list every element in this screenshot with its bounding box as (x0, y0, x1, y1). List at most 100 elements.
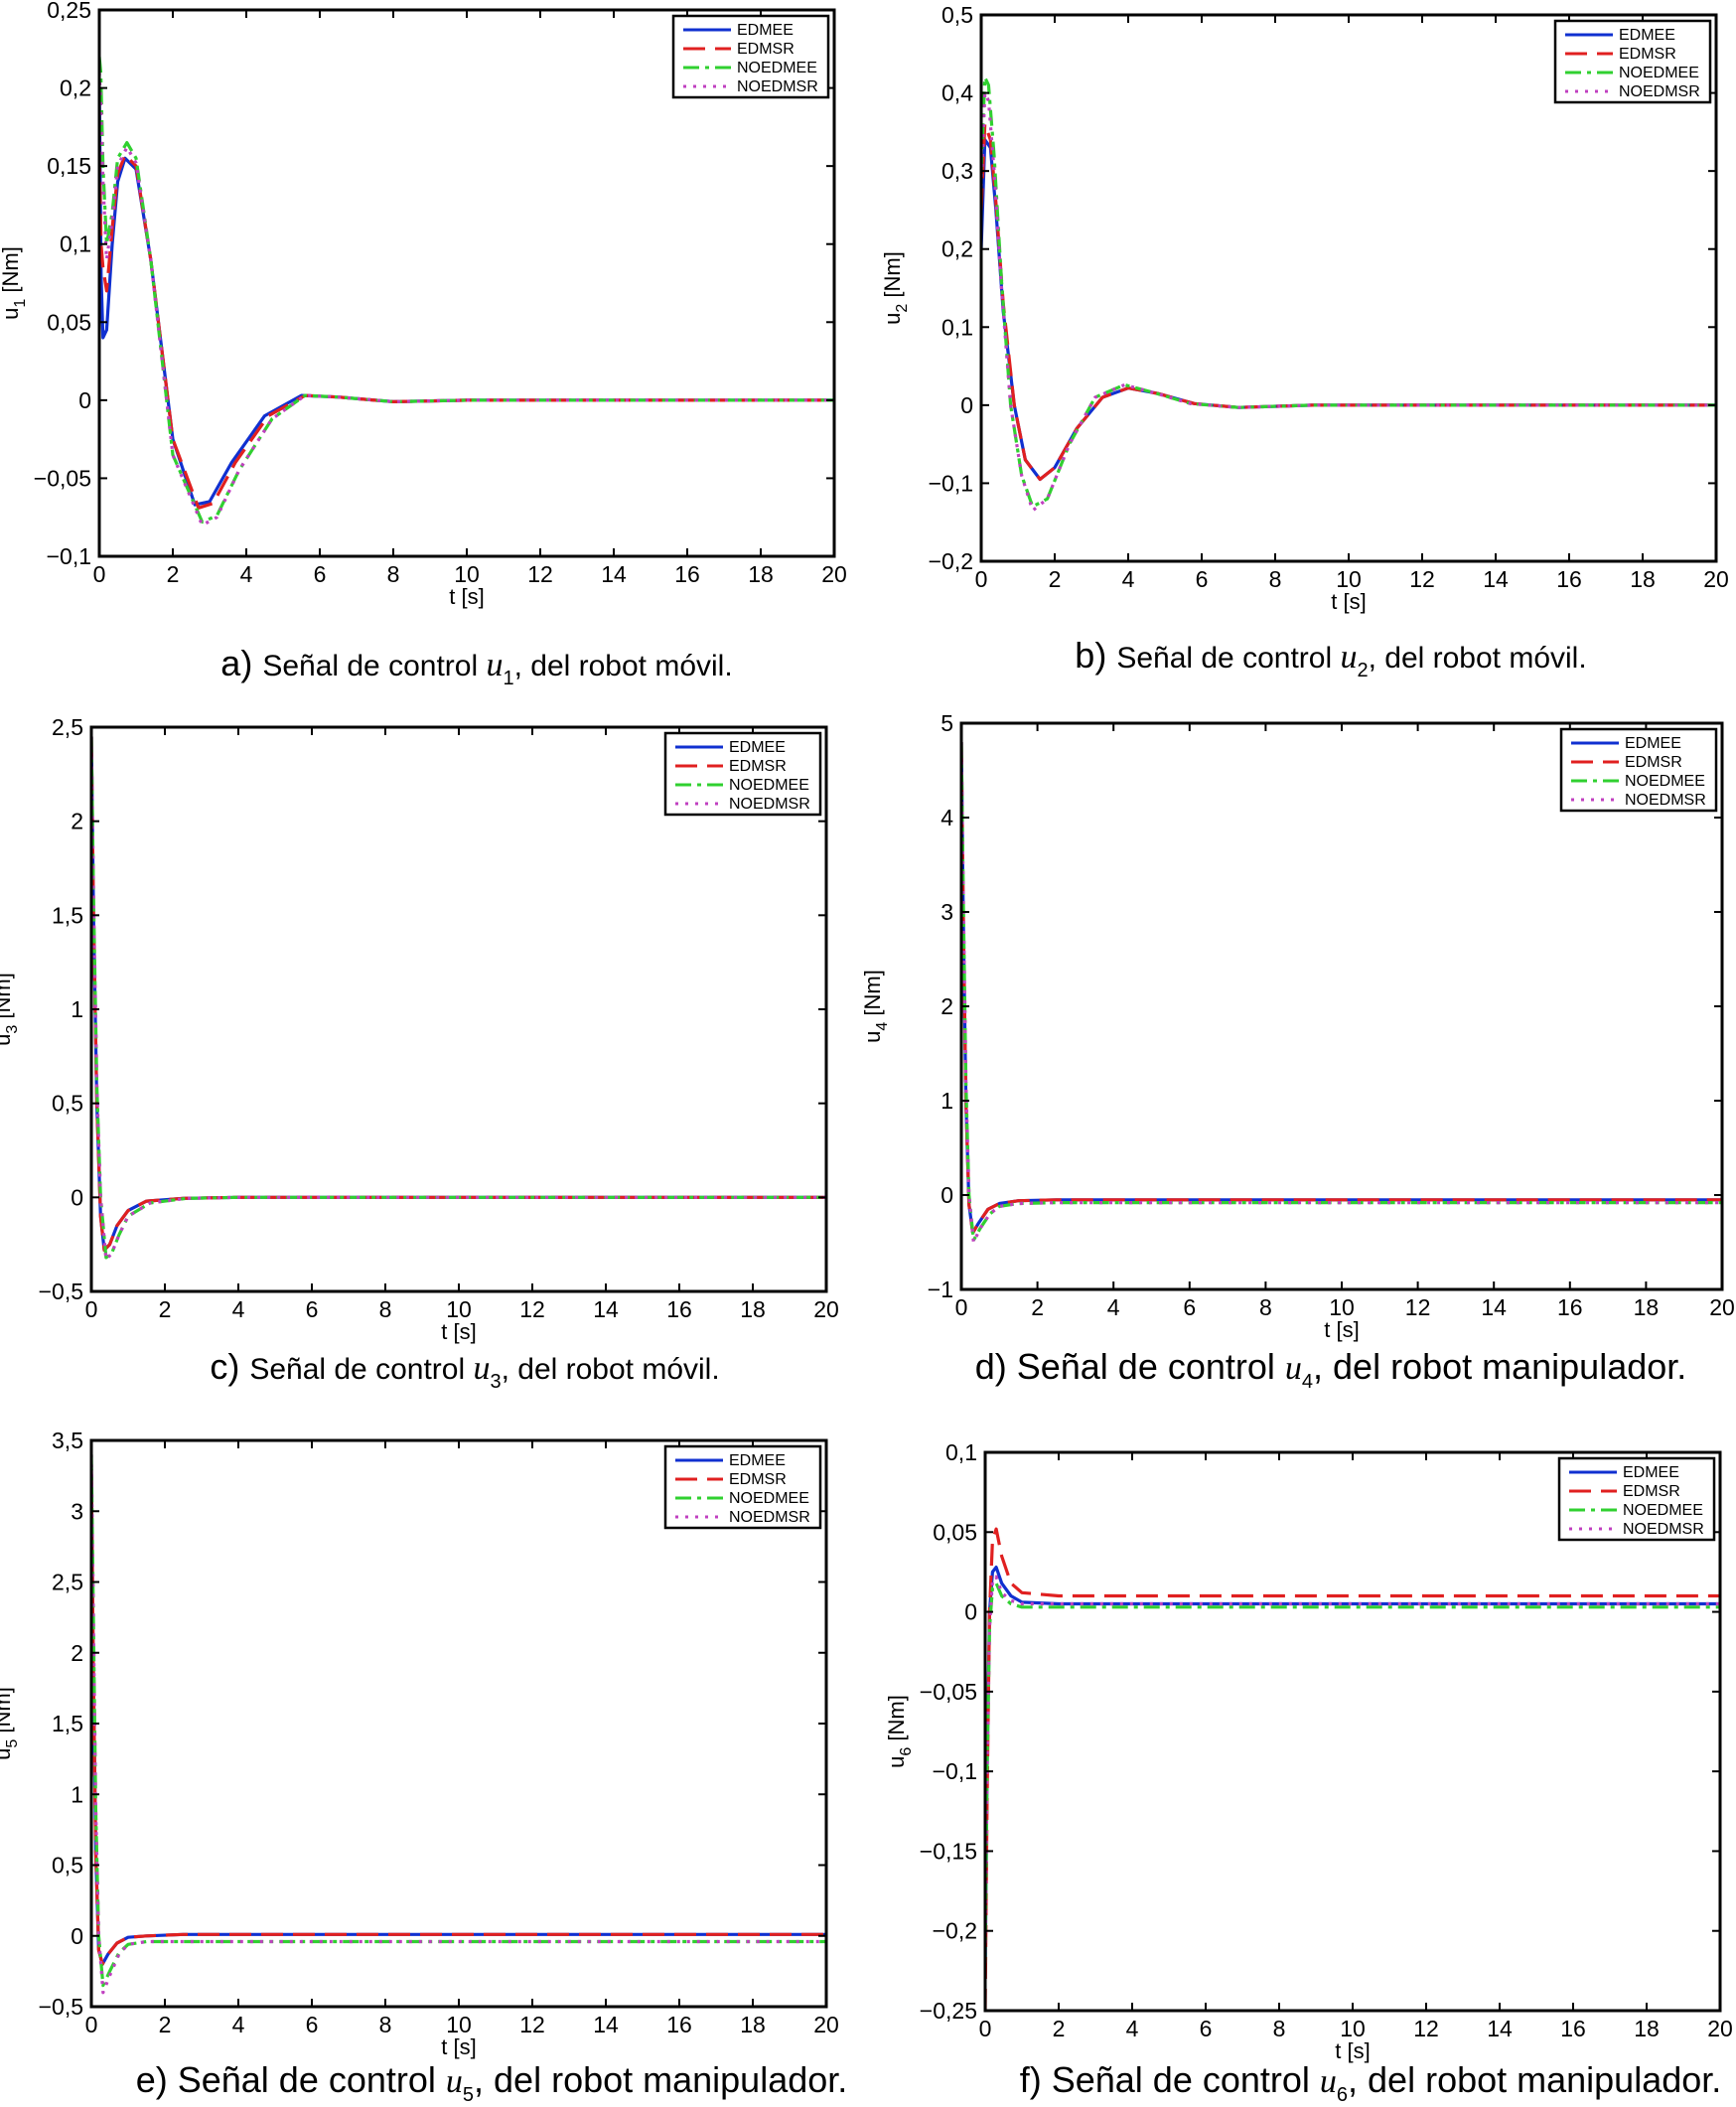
x-tick-label: 20 (813, 1296, 839, 1322)
x-tick-label: 2 (1053, 2016, 1066, 2041)
y-axis-label: u5 [Nm] (0, 1687, 21, 1760)
x-tick-label: 16 (674, 561, 700, 587)
x-tick-label: 6 (314, 561, 327, 587)
chart-panel-a: 0 2 4 6 8 10 12 14 16 18 20 −0,1 −0,05 0 0,05 0,1 0,15 0,… (0, 0, 847, 689)
x-tick-label: 0 (979, 2016, 992, 2041)
caption-b: b) Señal de control u2, del robot móvil. (1075, 635, 1586, 681)
x-axis-label: t [s] (1335, 2038, 1370, 2063)
x-tick-label: 8 (387, 561, 400, 587)
x-tick-label: 16 (1557, 1294, 1583, 1320)
series-line-noedmsr (985, 1575, 1720, 1963)
legend-label-edmsr: EDMSR (729, 1471, 787, 1488)
legend-label-edmee: EDMEE (1623, 1464, 1679, 1481)
legend-label-noedmee: NOEDMEE (737, 60, 817, 76)
legend-label-noedmsr: NOEDMSR (729, 1509, 810, 1526)
caption-e: e) Señal de control u5, del robot manipu… (136, 2059, 848, 2106)
y-tick-label: 0,5 (941, 2, 973, 28)
y-tick-label: 0,1 (945, 1439, 977, 1465)
legend-label-noedmsr: NOEDMSR (1625, 792, 1706, 809)
series-line-edmee (961, 741, 1722, 1235)
x-tick-label: 2 (159, 2012, 172, 2037)
y-tick-label: −0,05 (920, 1679, 977, 1705)
caption-a: a) Señal de control u1, del robot móvil. (220, 643, 732, 689)
legend-label-noedmsr: NOEDMSR (729, 796, 810, 813)
x-tick-label: 18 (1630, 566, 1656, 592)
chart-panel-e: 0 2 4 6 8 10 12 14 16 18 20−0,500,511,522,533,5t [… (0, 1428, 847, 2106)
legend-label-edmsr: EDMSR (1625, 754, 1682, 771)
legend-label-noedmee: NOEDMEE (1625, 773, 1705, 790)
y-tick-label: 0,15 (47, 153, 91, 179)
x-tick-label: 12 (1409, 566, 1435, 592)
y-tick-label: 3 (940, 899, 953, 925)
y-tick-label: 3 (71, 1498, 83, 1524)
y-tick-label: 1 (71, 1781, 83, 1807)
x-tick-label: 2 (159, 1296, 172, 1322)
x-tick-label: 20 (1703, 566, 1729, 592)
legend: EDMEE EDMSR NOEDMEE NOEDMSR (663, 731, 822, 817)
x-tick-label: 12 (519, 2012, 545, 2037)
x-axis-label: t [s] (1331, 589, 1366, 614)
y-tick-label: 5 (940, 710, 953, 736)
x-tick-label: 10 (1336, 566, 1362, 592)
series-line-edmee (985, 1565, 1720, 1979)
y-tick-label: −0,2 (929, 548, 973, 574)
legend-label-noedmee: NOEDMEE (729, 1490, 809, 1507)
legend: EDMEE EDMSR NOEDMEE NOEDMSR (1559, 727, 1718, 813)
x-tick-label: 14 (1483, 566, 1509, 592)
x-tick-label: 6 (1183, 1294, 1196, 1320)
y-tick-label: −0,2 (933, 1918, 977, 1944)
y-tick-label: 0,2 (941, 236, 973, 262)
x-tick-label: 16 (1556, 566, 1582, 592)
x-tick-label: 8 (1273, 2016, 1286, 2041)
x-tick-label: 6 (306, 1296, 319, 1322)
x-axis-label: t [s] (441, 2034, 476, 2059)
x-tick-label: 20 (813, 2012, 839, 2037)
legend-label-edmee: EDMEE (737, 22, 794, 39)
x-tick-label: 14 (1481, 1294, 1507, 1320)
y-tick-label: 1,5 (52, 902, 83, 928)
x-tick-label: 20 (1707, 2016, 1733, 2041)
x-tick-label: 6 (1196, 566, 1209, 592)
x-tick-label: 12 (519, 1296, 545, 1322)
series-line-edmsr (99, 150, 834, 510)
series-line-edmsr (91, 1468, 826, 1966)
x-tick-label: 18 (740, 2012, 766, 2037)
y-tick-label: −0,1 (47, 543, 91, 569)
x-tick-label: 4 (1122, 566, 1135, 592)
y-tick-label: 2 (940, 993, 953, 1019)
series-line-edmsr (985, 1527, 1720, 2011)
y-axis-label: u2 [Nm] (880, 251, 911, 325)
x-tick-label: 18 (748, 561, 774, 587)
series-line-noedmee (981, 75, 1716, 509)
x-tick-label: 20 (821, 561, 847, 587)
y-tick-label: 0 (940, 1182, 953, 1208)
series-line-edmee (99, 87, 834, 507)
x-tick-label: 6 (1200, 2016, 1213, 2041)
legend: EDMEE EDMSR NOEDMEE NOEDMSR (671, 14, 830, 99)
legend-label-edmsr: EDMSR (1619, 46, 1676, 63)
x-tick-label: 18 (740, 1296, 766, 1322)
legend-label-noedmee: NOEDMEE (729, 777, 809, 794)
y-tick-label: 0,1 (941, 314, 973, 340)
x-tick-label: 14 (593, 2012, 619, 2037)
x-tick-label: 0 (93, 561, 106, 587)
y-tick-label: 0,25 (47, 0, 91, 23)
x-tick-label: 10 (1329, 1294, 1355, 1320)
y-tick-label: 0 (960, 392, 973, 418)
y-tick-label: −1 (928, 1277, 953, 1302)
x-tick-label: 8 (379, 1296, 392, 1322)
x-tick-label: 10 (1340, 2016, 1366, 2041)
legend-label-noedmee: NOEDMEE (1619, 65, 1699, 81)
y-tick-label: 3,5 (52, 1428, 83, 1453)
x-tick-label: 16 (666, 1296, 692, 1322)
y-tick-label: 0 (964, 1599, 977, 1625)
y-tick-label: 0,2 (60, 75, 91, 101)
x-tick-label: 14 (593, 1296, 619, 1322)
series-line-noedmsr (981, 90, 1716, 513)
x-tick-label: 12 (527, 561, 553, 587)
y-tick-label: −0,5 (39, 1279, 83, 1304)
legend: EDMEE EDMSR NOEDMEE NOEDMSR (1553, 19, 1712, 104)
y-tick-label: 2 (71, 1640, 83, 1666)
